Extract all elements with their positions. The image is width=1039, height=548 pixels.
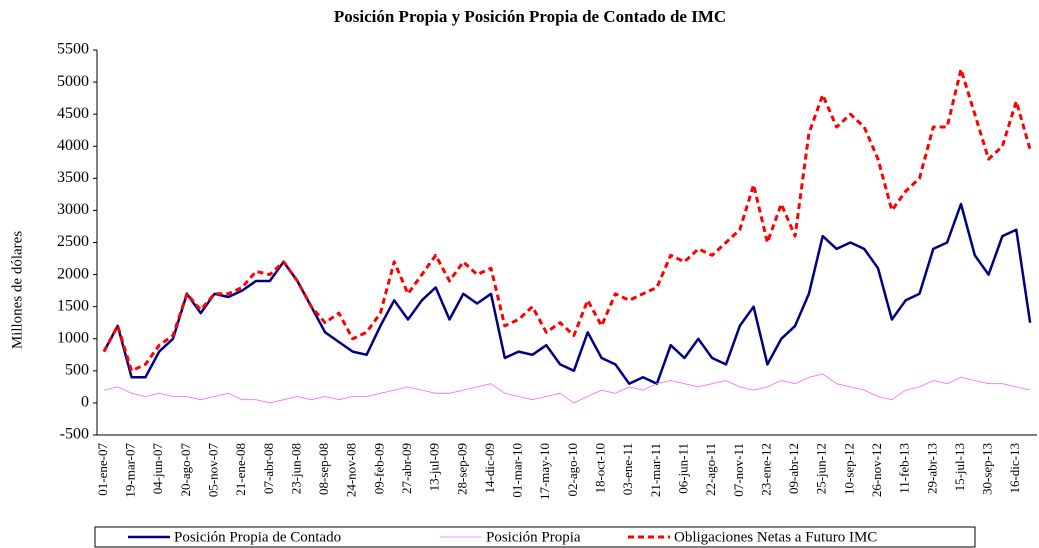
x-tick-label: 13-jul-09	[427, 443, 442, 491]
y-tick-label: 5000	[57, 73, 89, 90]
x-tick-label: 04-jun-07	[150, 443, 165, 495]
x-tick-label: 24-nov-08	[344, 443, 359, 497]
y-tick-label: -500	[60, 426, 89, 443]
y-tick-label: 4500	[57, 105, 89, 122]
x-tick-label: 01-ene-07	[95, 443, 110, 496]
y-tick-label: 3000	[57, 201, 89, 218]
legend-label: Posición Propia	[486, 529, 581, 545]
legend-label: Posición Propia de Contado	[174, 529, 341, 545]
x-tick-label: 05-nov-07	[205, 443, 220, 498]
x-tick-label: 27-abr-09	[399, 443, 414, 494]
y-tick-label: 3500	[57, 169, 89, 186]
x-tick-label: 16-dic-13	[1007, 443, 1022, 494]
x-tick-label: 25-jun-12	[814, 443, 829, 494]
x-tick-label: 23-ene-12	[758, 443, 773, 496]
x-tick-label: 15-jul-13	[952, 443, 967, 491]
x-tick-label: 10-sep-12	[841, 443, 856, 495]
legend-box	[94, 526, 976, 548]
x-tick-label: 29-abr-13	[924, 443, 939, 494]
x-tick-label: 11-feb-13	[897, 443, 912, 494]
x-tick-label: 18-oct-10	[593, 443, 608, 494]
x-tick-label: 26-nov-12	[869, 443, 884, 497]
y-tick-label: 0	[81, 394, 89, 411]
x-tick-label: 23-jun-08	[288, 443, 303, 494]
series-line	[102, 202, 1032, 385]
x-tick-label: 01-mar-10	[510, 443, 525, 498]
y-tick-label: 2500	[57, 233, 89, 250]
x-tick-label: 09-abr-12	[786, 443, 801, 494]
x-tick-label: 09-feb-09	[371, 443, 386, 494]
y-tick-label: 4000	[57, 137, 89, 154]
x-tick-label: 08-sep-08	[316, 443, 331, 495]
x-tick-label: 21-ene-08	[233, 443, 248, 496]
x-tick-label: 03-ene-11	[620, 443, 635, 495]
y-axis-label: Millones de dólares	[9, 231, 25, 349]
x-tick-label: 17-may-10	[537, 443, 552, 500]
x-tick-label: 07-nov-11	[731, 443, 746, 497]
x-tick-label: 20-ago-07	[178, 443, 193, 497]
x-tick-label: 28-sep-09	[454, 443, 469, 495]
y-tick-label: 2000	[57, 265, 89, 282]
x-tick-label: 07-abr-08	[261, 443, 276, 494]
legend-label: Obligaciones Netas a Futuro IMC	[674, 529, 877, 545]
y-tick-label: 1500	[57, 297, 89, 314]
chart-title: Posición Propia y Posición Propia de Con…	[334, 7, 726, 26]
y-tick-label: 5500	[57, 41, 89, 58]
y-tick-label: 1000	[57, 329, 89, 346]
series-line	[102, 67, 1032, 373]
y-tick-label: 500	[65, 362, 89, 379]
x-tick-label: 19-mar-07	[123, 443, 138, 498]
x-tick-label: 21-mar-11	[648, 443, 663, 497]
series-line	[103, 373, 1031, 404]
x-tick-label: 06-jun-11	[675, 443, 690, 494]
x-tick-label: 02-ago-10	[565, 443, 580, 496]
x-tick-label: 22-ago-11	[703, 443, 718, 496]
x-tick-label: 30-sep-13	[980, 443, 995, 495]
x-tick-label: 14-dic-09	[482, 443, 497, 494]
